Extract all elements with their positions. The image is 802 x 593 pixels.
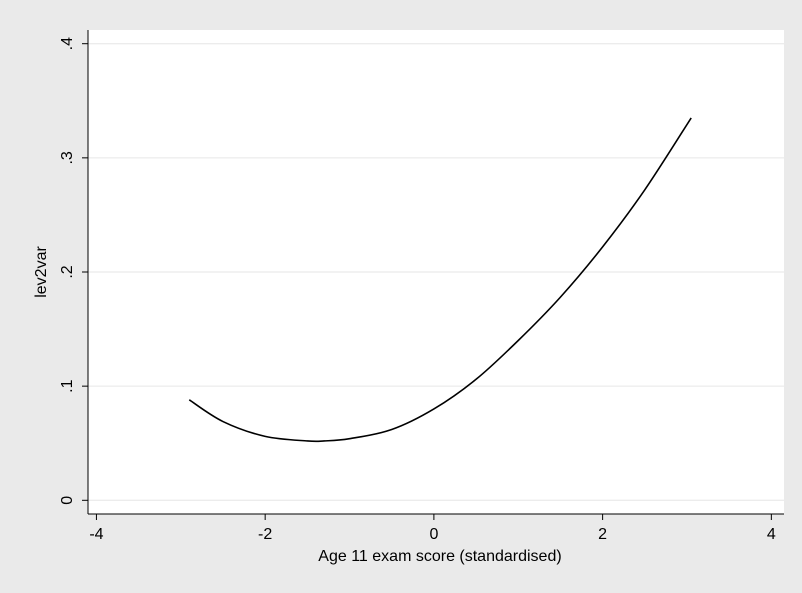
x-tick-label: -2: [258, 526, 272, 543]
x-tick-label: 0: [429, 526, 438, 543]
tick-layer: 0 .1 .2 .3 .4 -4 -2 0 2 4: [59, 37, 776, 543]
y-axis-title: lev2var: [33, 246, 50, 298]
x-axis-title: Age 11 exam score (standardised): [318, 548, 561, 565]
y-tick-label: 0: [59, 496, 76, 505]
grid-layer: [88, 43, 784, 501]
x-tick-label: 2: [598, 526, 607, 543]
x-tick-label: -4: [89, 526, 103, 543]
y-tick-label: .4: [59, 37, 76, 50]
y-tick-label: .3: [59, 151, 76, 164]
series-layer: [188, 117, 692, 443]
y-tick-label: .2: [59, 265, 76, 278]
y-tick-label: .1: [59, 379, 76, 392]
series-line: [188, 117, 692, 443]
x-tick-label: 4: [767, 526, 776, 543]
